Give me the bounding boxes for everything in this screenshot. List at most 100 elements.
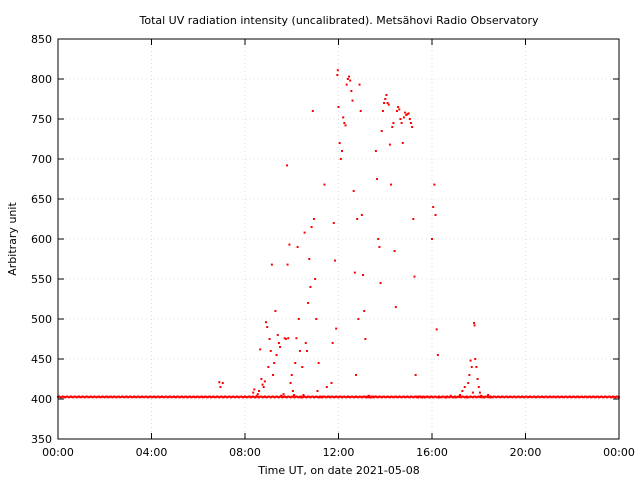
baseline-data-point: [422, 395, 425, 398]
x-tick-label: 04:00: [136, 446, 168, 459]
baseline-data-point: [502, 395, 505, 398]
baseline-data-point: [338, 395, 341, 398]
data-point: [353, 271, 356, 274]
baseline-data-point: [526, 396, 529, 399]
baseline-data-point: [143, 396, 146, 399]
baseline-data-point: [245, 396, 248, 399]
baseline-data-point: [170, 396, 173, 399]
baseline-data-point: [100, 396, 103, 399]
baseline-data-point: [519, 396, 522, 399]
baseline-data-point: [277, 396, 280, 399]
baseline-data-point: [142, 396, 145, 399]
baseline-data-point: [367, 396, 370, 399]
y-axis-label: Arbitrary unit: [6, 202, 19, 276]
baseline-data-point: [364, 396, 367, 399]
baseline-data-point: [106, 395, 109, 398]
baseline-data-point: [610, 396, 613, 399]
data-point: [218, 381, 221, 384]
baseline-data-point: [238, 396, 241, 399]
baseline-data-point: [130, 396, 133, 399]
baseline-data-point: [539, 396, 542, 399]
data-point: [258, 390, 261, 392]
baseline-data-point: [474, 395, 477, 398]
data-point: [379, 282, 382, 284]
baseline-data-point: [78, 395, 81, 398]
baseline-data-point: [131, 396, 134, 399]
baseline-data-point: [210, 396, 213, 399]
data-point: [378, 246, 381, 248]
baseline-data-point: [176, 395, 179, 398]
data-point: [357, 318, 360, 320]
baseline-data-point: [192, 395, 195, 398]
baseline-data-point: [529, 395, 532, 398]
baseline-data-point: [269, 396, 272, 399]
data-point: [286, 263, 289, 266]
baseline-data-point: [249, 396, 252, 399]
baseline-data-point: [342, 395, 345, 398]
baseline-data-point: [294, 396, 297, 399]
baseline-data-point: [343, 395, 346, 398]
baseline-data-point: [222, 396, 225, 399]
baseline-data-point: [606, 396, 609, 399]
baseline-data-point: [405, 395, 408, 398]
baseline-data-point: [272, 395, 275, 398]
baseline-data-point: [387, 396, 390, 399]
baseline-data-point: [144, 395, 147, 398]
y-tick-label: 550: [31, 273, 52, 286]
data-point: [358, 83, 361, 86]
baseline-data-point: [229, 396, 232, 399]
baseline-data-point: [577, 395, 580, 398]
data-point: [337, 106, 340, 108]
baseline-data-point: [308, 395, 311, 398]
data-points: [57, 69, 620, 399]
baseline-data-point: [125, 395, 128, 398]
baseline-data-point: [377, 396, 380, 399]
baseline-data-point: [61, 395, 64, 398]
baseline-data-point: [429, 395, 432, 398]
baseline-data-point: [407, 396, 410, 399]
data-point: [436, 354, 439, 356]
baseline-data-point: [385, 396, 388, 399]
data-point: [252, 391, 255, 394]
baseline-data-point: [309, 396, 312, 399]
baseline-data-point: [411, 395, 414, 398]
baseline-data-point: [336, 396, 339, 399]
baseline-data-point: [94, 395, 97, 398]
baseline-data-point: [117, 395, 120, 398]
baseline-data-point: [329, 396, 332, 399]
baseline-data-point: [505, 395, 508, 398]
baseline-data-point: [103, 396, 106, 399]
baseline-data-point: [114, 395, 117, 398]
baseline-data-point: [120, 396, 123, 399]
baseline-data-point: [609, 396, 612, 399]
baseline-data-point: [401, 395, 404, 398]
baseline-data-point: [146, 396, 149, 399]
baseline-data-point: [518, 396, 521, 399]
baseline-data-point: [461, 395, 464, 398]
baseline-data-point: [473, 395, 476, 398]
baseline-data-point: [603, 395, 606, 398]
baseline-data-point: [601, 396, 604, 399]
data-point: [345, 83, 348, 86]
data-point: [309, 286, 312, 288]
baseline-data-point: [516, 395, 519, 398]
baseline-data-point: [398, 395, 401, 398]
baseline-data-point: [467, 396, 470, 399]
baseline-data-point: [276, 395, 279, 398]
data-point: [291, 390, 294, 392]
data-point: [467, 382, 470, 384]
baseline-data-point: [107, 396, 110, 399]
data-point: [401, 142, 404, 144]
baseline-data-point: [326, 395, 329, 398]
baseline-data-point: [462, 395, 465, 398]
baseline-data-point: [511, 396, 514, 399]
baseline-data-point: [550, 396, 553, 399]
baseline-data-point: [332, 396, 335, 399]
data-point: [265, 321, 268, 324]
baseline-data-point: [172, 395, 175, 398]
baseline-data-point: [235, 395, 238, 398]
baseline-data-point: [123, 396, 126, 399]
baseline-data-point: [545, 395, 548, 398]
baseline-data-point: [551, 396, 554, 399]
baseline-data-point: [536, 395, 539, 398]
